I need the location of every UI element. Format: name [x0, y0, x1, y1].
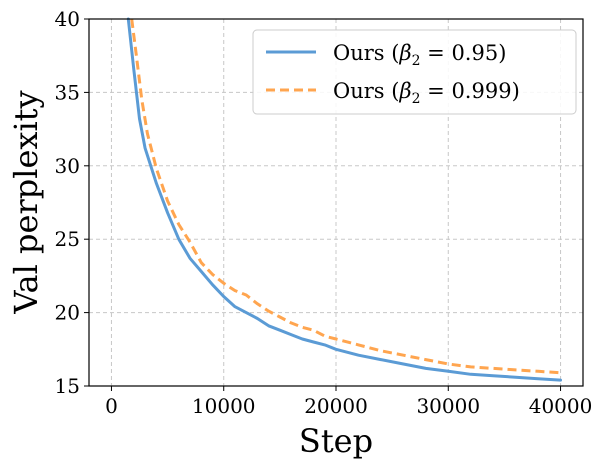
y-axis-title: Val perplexity [7, 90, 45, 314]
x-axis-title: Step [299, 422, 373, 460]
series-line-1 [126, 17, 562, 382]
y-tick-label: 25 [55, 227, 80, 251]
legend-beta-symbol: β [398, 79, 411, 103]
x-tick-label: 0 [105, 394, 118, 418]
axis-ticks: 0 10000 20000 30000 40000 15 20 25 30 35 40 [55, 7, 593, 418]
plot-frame [88, 18, 584, 387]
y-tick-label: 20 [55, 301, 80, 325]
series-line-2 [130, 18, 561, 375]
legend-subscript: 2 [412, 91, 421, 107]
x-tick-label: 10000 [192, 394, 256, 418]
legend-value-text: = 0.95) [421, 41, 507, 65]
x-tick-label: 20000 [304, 394, 368, 418]
legend-label-1: Ours (β2 = 0.95) [333, 41, 506, 69]
y-tick-label: 40 [55, 7, 80, 31]
legend-box [252, 29, 577, 115]
y-tick-label: 30 [55, 154, 80, 178]
legend-beta-symbol: β [398, 41, 411, 65]
legend-label-text: Ours ( [333, 41, 399, 65]
y-tick-label: 15 [55, 374, 80, 398]
series-lines [126, 17, 562, 382]
x-tick-label: 30000 [416, 394, 480, 418]
legend-label-text: Ours ( [333, 79, 399, 103]
legend-subscript: 2 [412, 53, 421, 69]
x-tick-label: 40000 [529, 394, 593, 418]
legend: Ours (β2 = 0.95)Ours (β2 = 0.999) [252, 29, 577, 115]
legend-value-text: = 0.999) [421, 79, 520, 103]
legend-label-2: Ours (β2 = 0.999) [333, 79, 520, 107]
y-tick-label: 35 [55, 80, 80, 104]
